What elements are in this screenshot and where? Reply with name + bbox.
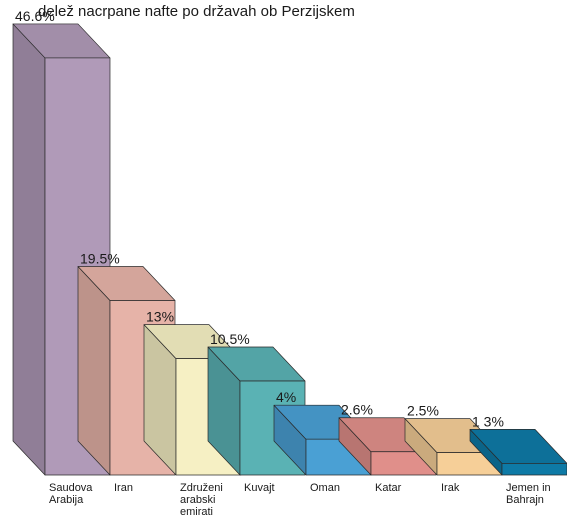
value-label: 2.6% — [341, 402, 373, 418]
value-label: 19.5% — [80, 250, 120, 266]
category-label: emirati — [180, 506, 213, 518]
category-label: Jemen in — [506, 482, 551, 494]
category-label: arabski — [180, 494, 215, 506]
value-label: 4% — [276, 389, 296, 405]
bar-side-face — [77, 266, 111, 476]
value-label: 2.5% — [407, 403, 439, 419]
bar-7 — [469, 429, 567, 476]
bar-side-face — [12, 23, 46, 476]
bars-group — [12, 23, 567, 476]
value-label: 46.6% — [15, 8, 55, 24]
category-label: Irak — [441, 482, 460, 494]
bar-front-face — [501, 463, 567, 476]
category-label: Oman — [310, 482, 340, 494]
category-label: Arabija — [49, 494, 84, 506]
category-label: Bahrajn — [506, 494, 544, 506]
category-label: Združeni — [180, 482, 223, 494]
category-label: Katar — [375, 482, 402, 494]
value-label: 1 3% — [472, 413, 504, 429]
category-label: Iran — [114, 482, 133, 494]
category-label: Kuvajt — [244, 482, 275, 494]
category-label: Saudova — [49, 482, 93, 494]
chart-title: delež nacrpane nafte po državah ob Perzi… — [38, 3, 355, 20]
value-label: 13% — [146, 309, 174, 325]
value-label: 10.5% — [210, 331, 250, 347]
